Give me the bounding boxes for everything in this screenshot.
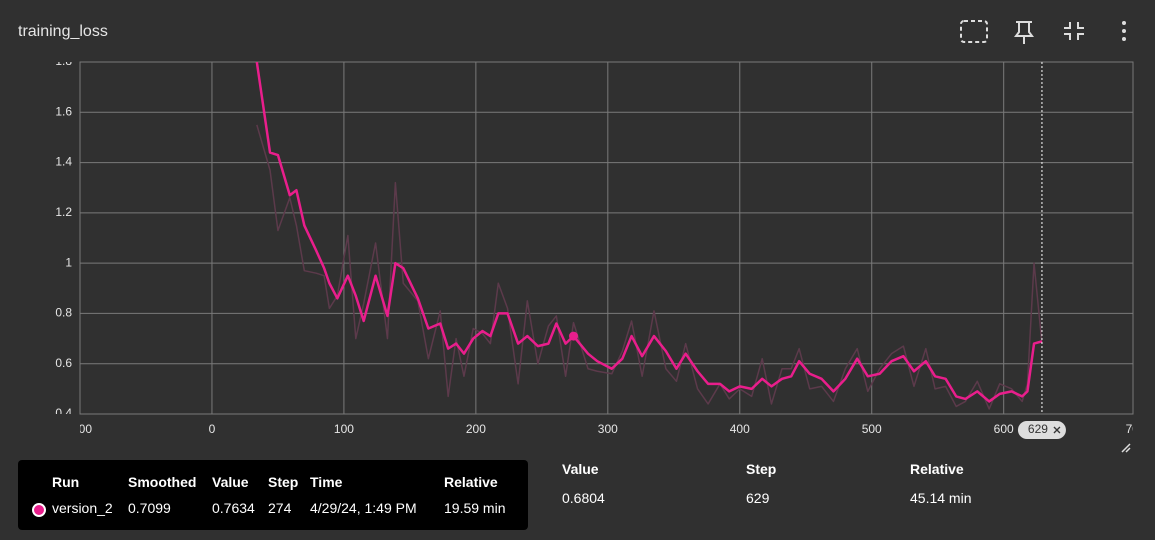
smoothed-line [255,62,1043,403]
tooltip-cell: 0.7099 [128,500,171,516]
tooltip-header: Step [268,474,299,490]
x-tick-label: 0 [209,422,216,436]
cursor-label: 629 [1028,422,1048,436]
pin-icon[interactable] [1014,21,1034,44]
fit-icon[interactable] [960,20,988,43]
panel-title: training_loss [18,23,108,40]
x-tick-label: 500 [862,422,882,436]
tooltip: Run Smoothed Value Step Time Relative ve… [18,460,528,530]
tooltip-header: Run [52,474,80,490]
run-swatch [32,503,46,517]
y-tick-label: 1.2 [55,205,72,219]
x-tick-label: 300 [598,422,618,436]
y-tick-label: 0.6 [55,356,72,370]
x-tick-label: 600 [994,422,1014,436]
x-tick-label: 700 [1126,422,1146,436]
tooltip-cell: version_2 [52,500,113,516]
hover-point [569,331,579,341]
resize-handle[interactable] [1121,443,1131,453]
menu-icon[interactable] [1122,21,1126,41]
toolbar[interactable] [960,20,1126,44]
x-tick-label: -100 [68,422,92,436]
table-cell: 45.14 min [910,490,972,506]
tooltip-header: Time [310,474,343,490]
cursor-close[interactable] [1053,426,1061,434]
cursor-chip [1017,421,1066,439]
table-header: Step [746,461,777,477]
x-tick-label: 400 [730,422,750,436]
tooltip-header: Relative [444,474,498,490]
tooltip-header: Smoothed [128,474,197,490]
tooltip-cell: 274 [268,500,292,516]
tooltip-header: Value [212,474,249,490]
y-tick-label: 0.4 [55,406,72,420]
raw-line [256,124,1043,410]
y-tick-label: 1 [65,255,72,269]
x-tick-label: 200 [466,422,486,436]
table-header: Value [562,461,599,477]
table-cell: 0.6804 [562,490,605,506]
y-tick-label: 1.6 [55,104,72,118]
tooltip-cell: 4/29/24, 1:49 PM [310,500,417,516]
collapse-icon[interactable] [1064,22,1084,40]
y-tick-label: 0.8 [55,306,72,320]
plot-frame [79,61,1134,415]
tooltip-cell: 19.59 min [444,500,506,516]
x-tick-label: 100 [334,422,354,436]
table-header: Relative [910,461,964,477]
table-cell: 629 [746,490,770,506]
y-tick-label: 1.4 [55,155,72,169]
y-tick-label: 1.8 [55,54,72,68]
tooltip-cell: 0.7634 [212,500,255,516]
